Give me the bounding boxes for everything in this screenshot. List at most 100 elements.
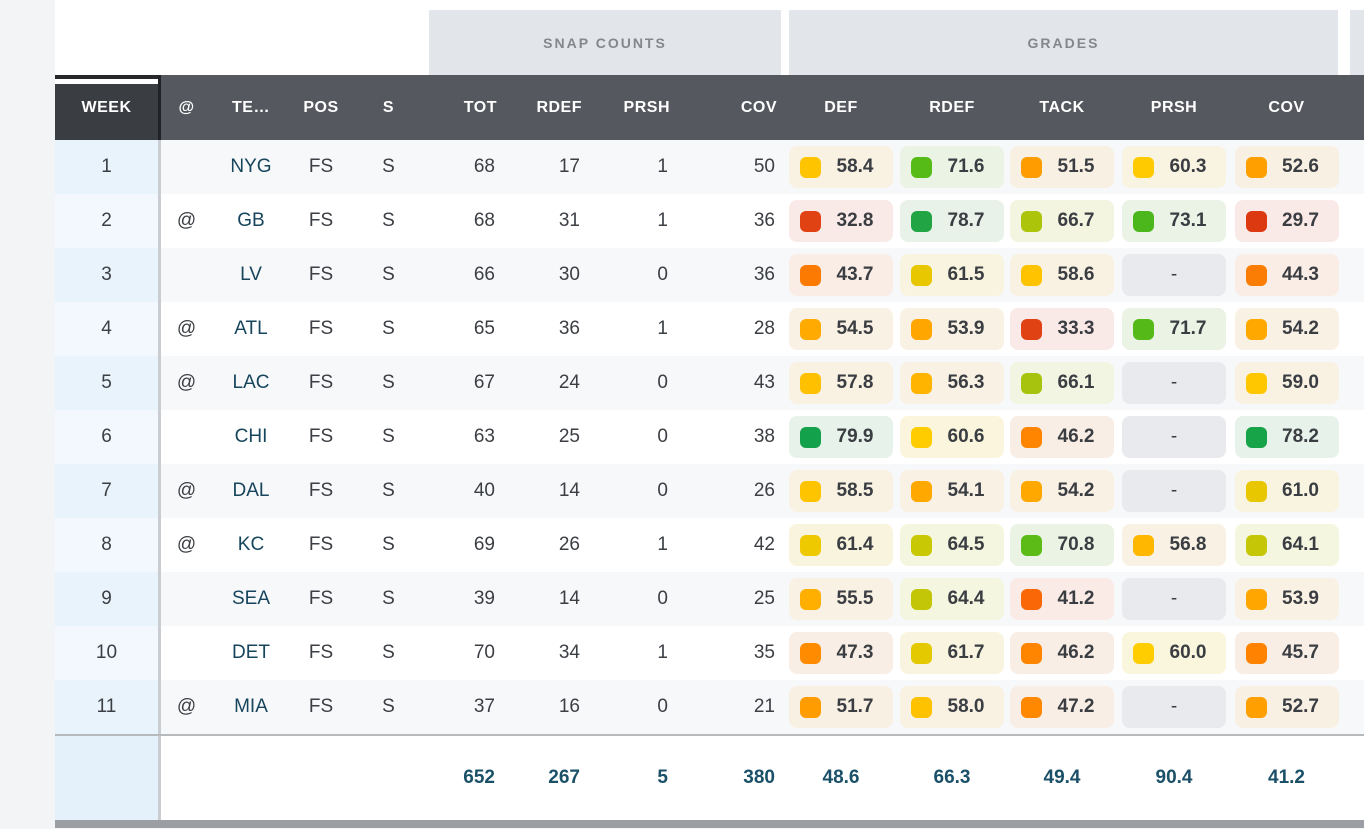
snap-rdef-value: 34	[558, 642, 580, 663]
grade-badge-def: 55.5	[789, 578, 893, 620]
away-indicator: @	[176, 372, 197, 393]
snap-rdef-cell: 17	[505, 140, 590, 194]
col-header-grade-def[interactable]: DEF	[824, 98, 858, 116]
grade-badge-rdef: 53.9	[900, 308, 1004, 350]
group-snap-counts: SNAP COUNTS	[425, 10, 785, 75]
col-header-grade-cov[interactable]: COV	[1268, 98, 1305, 116]
grade-value: 56.3	[947, 372, 985, 393]
team-link[interactable]: SEA	[231, 588, 271, 609]
grade-value: 41.2	[1057, 588, 1095, 609]
grade-badge-tack: 51.5	[1010, 146, 1114, 188]
grade-swatch-icon	[800, 318, 821, 340]
grade-value: 46.2	[1057, 426, 1095, 447]
snap-cov-cell: 21	[678, 680, 785, 734]
horizontal-scrollbar[interactable]	[55, 820, 1364, 828]
team-link[interactable]: LAC	[232, 372, 270, 393]
position-value: FS	[308, 156, 334, 177]
grade-value: 53.9	[947, 318, 985, 339]
snap-rdef-cell: 14	[505, 572, 590, 626]
position-cell: FS	[290, 572, 352, 626]
grade-badge-rdef: 71.6	[900, 146, 1004, 188]
col-header-grade-tack[interactable]: TACK	[1039, 98, 1085, 116]
grade-badge-tack: 70.8	[1010, 524, 1114, 566]
grade-cell-prsh: 60.0	[1117, 626, 1231, 680]
grade-cell-prsh: -	[1117, 464, 1231, 518]
snap-counts-group-label: SNAP COUNTS	[429, 10, 781, 75]
grade-value: -	[1170, 588, 1178, 609]
col-header-team[interactable]: TE…	[232, 98, 270, 116]
grade-swatch-icon	[1021, 318, 1042, 340]
col-header-grade-prsh[interactable]: PRSH	[1150, 98, 1198, 116]
table-row: 2 @ GB FS S 68 31 1 36 32.8 78.7 66.7 73…	[55, 194, 1364, 248]
snap-total-value: 37	[473, 696, 495, 717]
week-number: 3	[101, 264, 112, 285]
group-next-sliver	[1342, 10, 1364, 75]
grade-value: 64.4	[947, 588, 985, 609]
col-header-rdef[interactable]: RDEF	[536, 98, 582, 116]
col-header-prsh[interactable]: PRSH	[623, 98, 670, 116]
away-indicator: @	[176, 696, 197, 717]
snap-rdef-cell: 24	[505, 356, 590, 410]
snap-total-value: 68	[473, 210, 495, 231]
col-header-tot[interactable]: TOT	[463, 98, 497, 116]
col-header-at[interactable]: @	[178, 98, 195, 116]
grade-cell-prsh: 60.3	[1117, 140, 1231, 194]
week-number: 2	[101, 210, 112, 231]
grade-swatch-icon	[800, 264, 821, 286]
col-header-cov[interactable]: COV	[740, 98, 777, 116]
status-cell: S	[352, 248, 425, 302]
row-extra-cell	[1342, 626, 1364, 680]
grade-cell-cov: 53.9	[1231, 572, 1342, 626]
snap-rdef-cell: 16	[505, 680, 590, 734]
snap-total-value: 69	[473, 534, 495, 555]
grade-value: 51.5	[1057, 156, 1095, 177]
snap-cov-value: 36	[753, 210, 775, 231]
team-link[interactable]: ATL	[234, 318, 268, 339]
team-link[interactable]: GB	[237, 210, 265, 231]
snap-prsh-cell: 1	[590, 194, 678, 248]
team-link[interactable]: MIA	[234, 696, 268, 717]
col-header-pos[interactable]: POS	[303, 98, 339, 116]
grade-cell-cov: 54.2	[1231, 302, 1342, 356]
grade-cell-rdef: 78.7	[897, 194, 1007, 248]
status-value: S	[382, 534, 395, 555]
team-link[interactable]: DET	[232, 642, 270, 663]
week-number: 5	[101, 372, 112, 393]
col-header-grade-rdef[interactable]: RDEF	[929, 98, 975, 116]
totals-prsh: 5	[657, 767, 668, 788]
snap-rdef-value: 14	[558, 588, 580, 609]
snap-total-cell: 70	[425, 626, 505, 680]
grade-swatch-icon	[1133, 642, 1154, 664]
snap-prsh-value: 1	[657, 210, 668, 231]
away-cell: @	[161, 302, 212, 356]
snap-rdef-value: 16	[558, 696, 580, 717]
col-header-week[interactable]: WEEK	[55, 75, 161, 140]
team-link[interactable]: NYG	[230, 156, 272, 177]
grade-badge-prsh: 60.0	[1122, 632, 1226, 674]
team-link[interactable]: CHI	[234, 426, 268, 447]
snap-prsh-value: 0	[657, 372, 668, 393]
col-header-s[interactable]: S	[382, 98, 395, 116]
grade-swatch-icon	[1245, 480, 1267, 502]
snap-prsh-cell: 1	[590, 626, 678, 680]
position-cell: FS	[290, 302, 352, 356]
grade-cell-tack: 46.2	[1007, 626, 1117, 680]
grade-cell-prsh: -	[1117, 410, 1231, 464]
team-link[interactable]: DAL	[232, 480, 270, 501]
grade-cell-def: 51.7	[785, 680, 897, 734]
status-cell: S	[352, 518, 425, 572]
grade-swatch-icon	[1245, 426, 1267, 448]
team-link[interactable]: KC	[237, 534, 265, 555]
status-cell: S	[352, 302, 425, 356]
status-value: S	[382, 372, 395, 393]
snap-total-cell: 68	[425, 194, 505, 248]
snap-total-cell: 63	[425, 410, 505, 464]
position-cell: FS	[290, 410, 352, 464]
grade-cell-cov: 64.1	[1231, 518, 1342, 572]
grade-swatch-icon	[1021, 642, 1042, 664]
team-link[interactable]: LV	[240, 264, 262, 285]
week-cell: 7	[55, 464, 161, 518]
position-value: FS	[308, 642, 334, 663]
grade-badge-tack: 47.2	[1010, 686, 1114, 728]
grade-value: 59.0	[1282, 372, 1319, 393]
